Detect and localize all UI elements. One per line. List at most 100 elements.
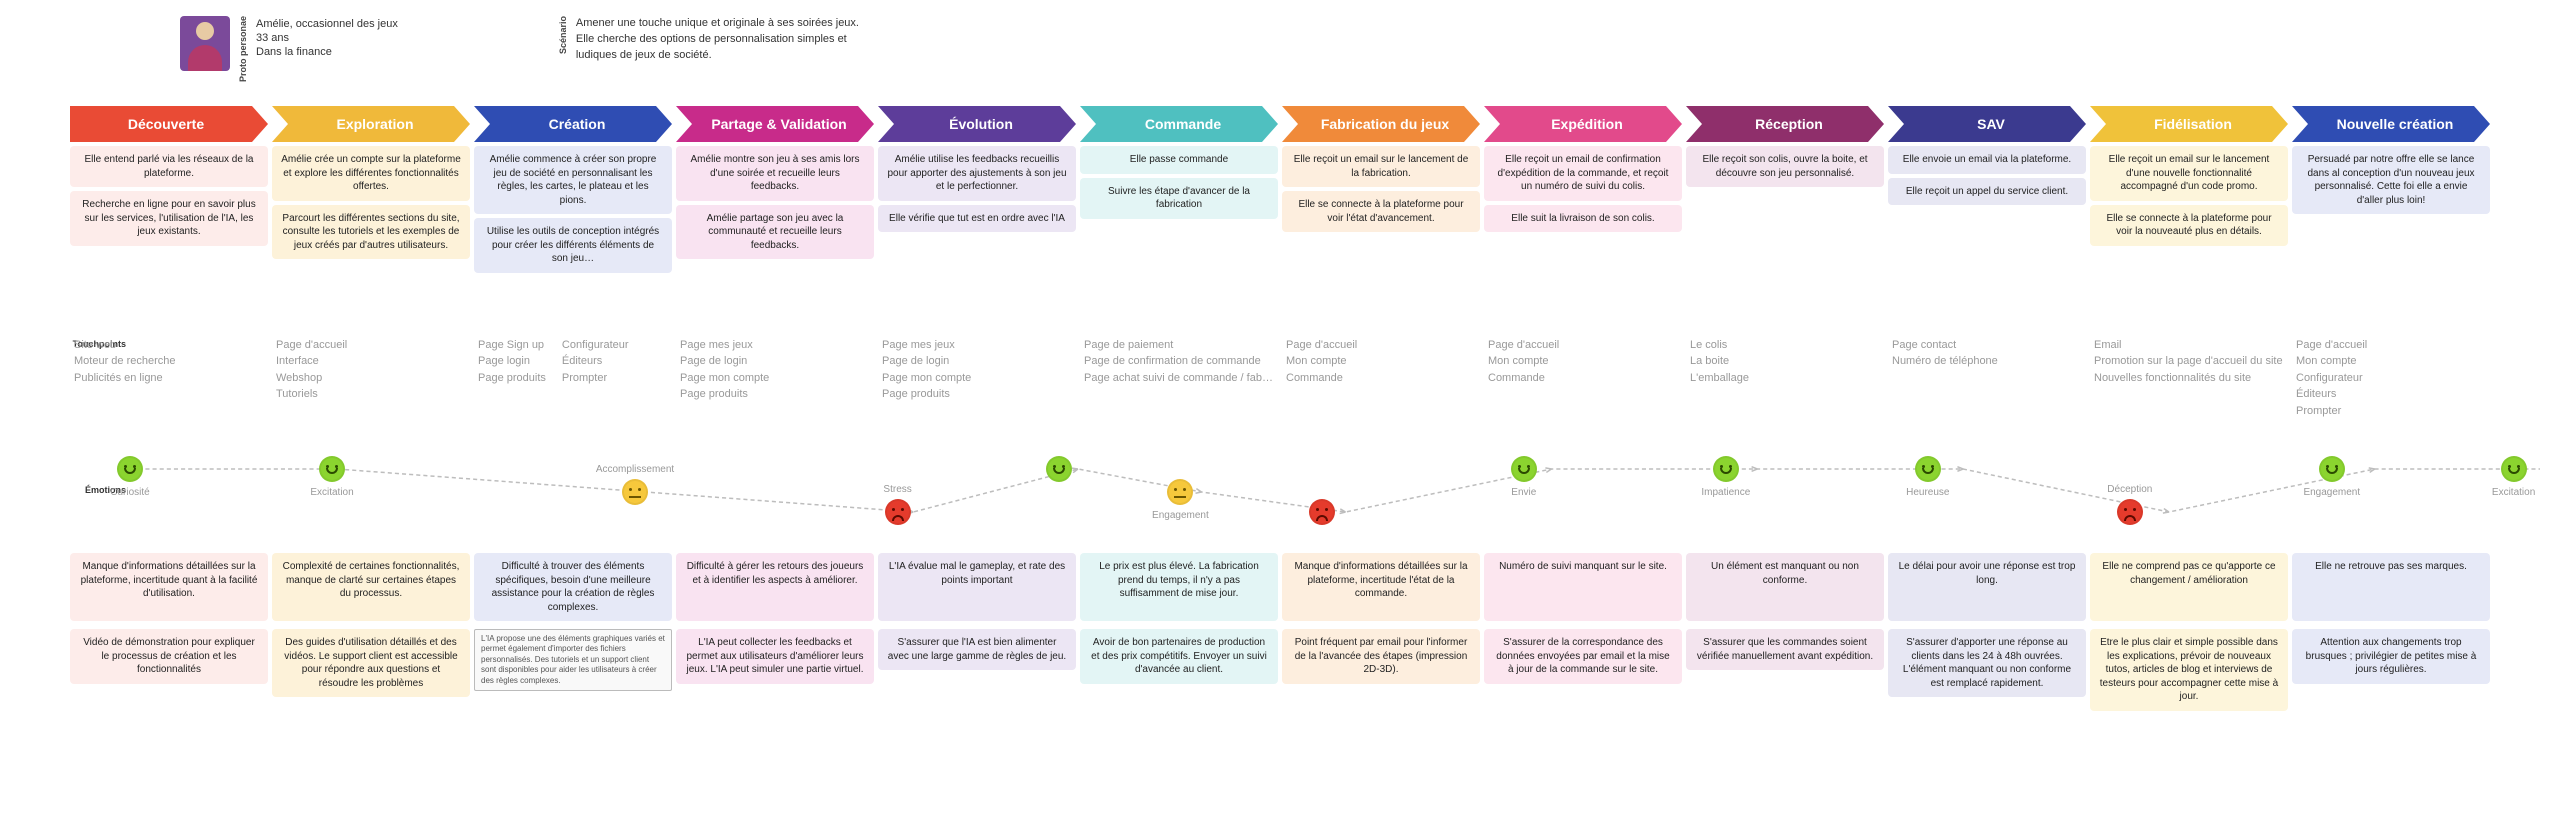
stage-sav: SAV	[1888, 106, 2086, 142]
stage-decouverte: Découverte	[70, 106, 268, 142]
pain-card: Numéro de suivi manquant sur le site.	[1484, 553, 1682, 621]
touchpoint-cell: Page mes jeuxPage de loginPage mon compt…	[878, 335, 1076, 422]
pain-card: Difficulté à gérer les retours des joueu…	[676, 553, 874, 621]
emotion-label: Engagement	[1152, 510, 1209, 521]
solution-card: Point fréquent par email pour l'informer…	[1282, 629, 1480, 684]
solution-card: Etre le plus clair et simple possible da…	[2090, 629, 2288, 711]
touchpoint-cell: Page d'accueilMon compteCommande	[1282, 335, 1480, 422]
stage-commande: Commande	[1080, 106, 1278, 142]
action-card: Utilise les outils de conception intégré…	[474, 218, 672, 273]
solution-card: Avoir de bon partenaires de production e…	[1080, 629, 1278, 684]
emotion-face-happy	[1915, 456, 1941, 482]
emotion-label: Excitation	[2492, 487, 2535, 498]
emotion-face-happy	[2501, 456, 2527, 482]
emotion-label: Déception	[2107, 484, 2152, 495]
action-card: Amélie montre son jeu à ses amis lors d'…	[676, 146, 874, 201]
touchpoint-cell: Page Sign upPage loginPage produitsConfi…	[474, 335, 672, 422]
action-card: Elle reçoit un appel du service client.	[1888, 178, 2086, 206]
pain-card: Le délai pour avoir une réponse est trop…	[1888, 553, 2086, 621]
stage-nouvelle: Nouvelle création	[2292, 106, 2490, 142]
stage-evolution: Évolution	[878, 106, 1076, 142]
emotion-label: Impatience	[1701, 487, 1750, 498]
persona-header: Proto personae Amélie, occasionnel des j…	[180, 16, 2540, 82]
solution-card: Vidéo de démonstration pour expliquer le…	[70, 629, 268, 684]
action-card: Amélie crée un compte sur la plateforme …	[272, 146, 470, 201]
touchpoint-cell: Page d'accueilMon compteConfigurateurÉdi…	[2292, 335, 2490, 422]
emotion-label: Heureuse	[1906, 487, 1949, 498]
touchpoint-cell: Le colisLa boiteL'emballage	[1686, 335, 1884, 422]
stage-expedition: Expédition	[1484, 106, 1682, 142]
action-card: Suivre les étape d'avancer de la fabrica…	[1080, 178, 1278, 219]
solution-row: Vidéo de démonstration pour expliquer le…	[70, 629, 2540, 711]
stage-fidelisation: Fidélisation	[2090, 106, 2288, 142]
action-card: Elle vérifie que tut est en ordre avec l…	[878, 205, 1076, 233]
emotion-face-happy	[2319, 456, 2345, 482]
scenario-section-label: Scénario	[558, 16, 568, 54]
solution-card: Attention aux changements trop brusques …	[2292, 629, 2490, 684]
pain-card: Elle ne retrouve pas ses marques.	[2292, 553, 2490, 621]
action-card: Recherche en ligne pour en savoir plus s…	[70, 191, 268, 246]
persona-age: 33 ans	[256, 32, 398, 44]
touchpoint-cell: Page d'accueilInterfaceWebshopTutoriels	[272, 335, 470, 422]
solution-card: S'assurer de la correspondance des donné…	[1484, 629, 1682, 684]
emotion-face-happy	[1511, 456, 1537, 482]
touchpoints-row: Site webMoteur de recherchePublicités en…	[70, 335, 2540, 422]
action-card: Parcourt les différentes sections du sit…	[272, 205, 470, 260]
touchpoint-cell: Site webMoteur de recherchePublicités en…	[70, 335, 268, 422]
emotion-face-neutral	[622, 479, 648, 505]
action-card: Elle reçoit son colis, ouvre la boite, e…	[1686, 146, 1884, 187]
scenario-text: Amener une touche unique et originale à …	[576, 16, 876, 64]
stage-row: DécouverteExplorationCréationPartage & V…	[70, 106, 2540, 142]
touchpoint-cell: Page mes jeuxPage de loginPage mon compt…	[676, 335, 874, 422]
stage-partage: Partage & Validation	[676, 106, 874, 142]
emotion-label: Excitation	[310, 487, 353, 498]
pain-card: Complexité de certaines fonctionnalités,…	[272, 553, 470, 621]
action-card: Elle suit la livraison de son colis.	[1484, 205, 1682, 233]
emotion-label: Engagement	[2303, 487, 2360, 498]
emotion-face-neutral	[1167, 479, 1193, 505]
solution-card: S'assurer d'apporter une réponse au clie…	[1888, 629, 2086, 697]
action-card: Elle envoie un email via la plateforme.	[1888, 146, 2086, 174]
solution-note: L'IA propose une des éléments graphiques…	[474, 629, 672, 691]
action-card: Elle se connecte à la plateforme pour vo…	[2090, 205, 2288, 246]
persona-job: Dans la finance	[256, 46, 398, 58]
action-card: Amélie partage son jeu avec la communaut…	[676, 205, 874, 260]
pain-card: Le prix est plus élevé. La fabrication p…	[1080, 553, 1278, 621]
touchpoint-cell: EmailPromotion sur la page d'accueil du …	[2090, 335, 2288, 422]
emotions-row: CuriositéExcitationAccomplissementStress…	[70, 457, 2540, 527]
action-card: Elle se connecte à la plateforme pour vo…	[1282, 191, 1480, 232]
emotion-face-happy	[319, 456, 345, 482]
persona-section-label: Proto personae	[238, 16, 248, 82]
pain-row: Manque d'informations détaillées sur la …	[70, 553, 2540, 621]
emotion-label: Curiosité	[110, 487, 149, 498]
action-card: Elle reçoit un email sur le lancement de…	[1282, 146, 1480, 187]
action-card: Elle passe commande	[1080, 146, 1278, 174]
action-card: Elle reçoit un email sur le lancement d'…	[2090, 146, 2288, 201]
action-card: Amélie commence à créer son propre jeu d…	[474, 146, 672, 214]
pain-card: Difficulté à trouver des éléments spécif…	[474, 553, 672, 621]
emotion-face-angry	[1309, 499, 1335, 525]
actions-row: Elle entend parlé via les réseaux de la …	[70, 146, 2540, 273]
touchpoint-cell: Page d'accueilMon compteCommande	[1484, 335, 1682, 422]
pain-card: Manque d'informations détaillées sur la …	[1282, 553, 1480, 621]
pain-card: L'IA évalue mal le gameplay, et rate des…	[878, 553, 1076, 621]
emotion-face-happy	[1713, 456, 1739, 482]
action-card: Elle entend parlé via les réseaux de la …	[70, 146, 268, 187]
emotion-label: Envie	[1511, 487, 1536, 498]
emotion-face-happy	[117, 456, 143, 482]
action-card: Amélie utilise les feedbacks recueillis …	[878, 146, 1076, 201]
action-card: Persuadé par notre offre elle se lance d…	[2292, 146, 2490, 214]
action-card: Elle reçoit un email de confirmation d'e…	[1484, 146, 1682, 201]
persona-name: Amélie, occasionnel des jeux	[256, 18, 398, 30]
solution-card: Des guides d'utilisation détaillés et de…	[272, 629, 470, 697]
solution-card: S'assurer que les commandes soient vérif…	[1686, 629, 1884, 670]
emotion-label: Stress	[883, 484, 911, 495]
pain-card: Un élément est manquant ou non conforme.	[1686, 553, 1884, 621]
solution-card: S'assurer que l'IA est bien alimenter av…	[878, 629, 1076, 670]
persona-avatar	[180, 16, 230, 71]
emotion-face-angry	[885, 499, 911, 525]
solution-card: L'IA peut collecter les feedbacks et per…	[676, 629, 874, 684]
touchpoint-cell: Page contactNuméro de téléphone	[1888, 335, 2086, 422]
touchpoint-cell: Page de paiementPage de confirmation de …	[1080, 335, 1278, 422]
stage-reception: Réception	[1686, 106, 1884, 142]
